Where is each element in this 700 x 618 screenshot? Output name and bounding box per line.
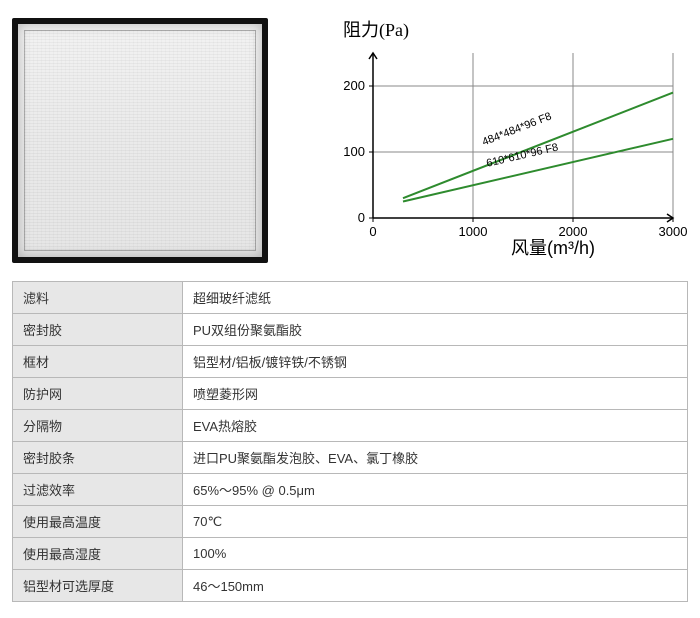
- spec-key: 使用最高湿度: [13, 538, 183, 570]
- product-photo: [12, 18, 268, 263]
- spec-key: 防护网: [13, 378, 183, 410]
- spec-value: 喷塑菱形网: [183, 378, 688, 410]
- table-row: 使用最高湿度100%: [13, 538, 688, 570]
- table-row: 过滤效率65%～95% @ 0.5μm: [13, 474, 688, 506]
- spec-value: 100%: [183, 538, 688, 570]
- table-row: 框材铝型材/铝板/镀锌铁/不锈钢: [13, 346, 688, 378]
- table-row: 使用最高温度70℃: [13, 506, 688, 538]
- table-row: 滤料超细玻纤滤纸: [13, 282, 688, 314]
- spec-key: 密封胶: [13, 314, 183, 346]
- svg-text:200: 200: [343, 78, 365, 93]
- spec-key: 分隔物: [13, 410, 183, 442]
- spec-key: 密封胶条: [13, 442, 183, 474]
- svg-text:0: 0: [358, 210, 365, 225]
- svg-text:风量(m³/h): 风量(m³/h): [511, 238, 595, 258]
- spec-key: 框材: [13, 346, 183, 378]
- svg-text:阻力(Pa): 阻力(Pa): [343, 20, 409, 41]
- table-row: 防护网喷塑菱形网: [13, 378, 688, 410]
- svg-text:610*610*96 F8: 610*610*96 F8: [485, 142, 559, 170]
- table-row: 密封胶PU双组份聚氨酯胶: [13, 314, 688, 346]
- spec-value: EVA热熔胶: [183, 410, 688, 442]
- svg-text:100: 100: [343, 144, 365, 159]
- spec-value: 超细玻纤滤纸: [183, 282, 688, 314]
- chart-area: 01000200030000100200阻力(Pa)风量(m³/h)484*48…: [278, 18, 688, 263]
- spec-key: 过滤效率: [13, 474, 183, 506]
- table-row: 密封胶条进口PU聚氨酯发泡胶、EVA、氯丁橡胶: [13, 442, 688, 474]
- spec-value: PU双组份聚氨酯胶: [183, 314, 688, 346]
- svg-text:0: 0: [369, 224, 376, 239]
- spec-value: 进口PU聚氨酯发泡胶、EVA、氯丁橡胶: [183, 442, 688, 474]
- spec-value: 铝型材/铝板/镀锌铁/不锈钢: [183, 346, 688, 378]
- table-row: 分隔物EVA热熔胶: [13, 410, 688, 442]
- spec-value: 70℃: [183, 506, 688, 538]
- table-row: 铝型材可选厚度46～150mm: [13, 570, 688, 602]
- top-row: 01000200030000100200阻力(Pa)风量(m³/h)484*48…: [0, 0, 700, 273]
- svg-text:2000: 2000: [559, 224, 588, 239]
- spec-key: 铝型材可选厚度: [13, 570, 183, 602]
- resistance-chart: 01000200030000100200阻力(Pa)风量(m³/h)484*48…: [318, 18, 688, 258]
- spec-value: 65%～95% @ 0.5μm: [183, 474, 688, 506]
- spec-value: 46～150mm: [183, 570, 688, 602]
- spec-key: 使用最高温度: [13, 506, 183, 538]
- spec-key: 滤料: [13, 282, 183, 314]
- svg-text:3000: 3000: [659, 224, 688, 239]
- svg-text:1000: 1000: [459, 224, 488, 239]
- spec-table: 滤料超细玻纤滤纸密封胶PU双组份聚氨酯胶框材铝型材/铝板/镀锌铁/不锈钢防护网喷…: [12, 281, 688, 602]
